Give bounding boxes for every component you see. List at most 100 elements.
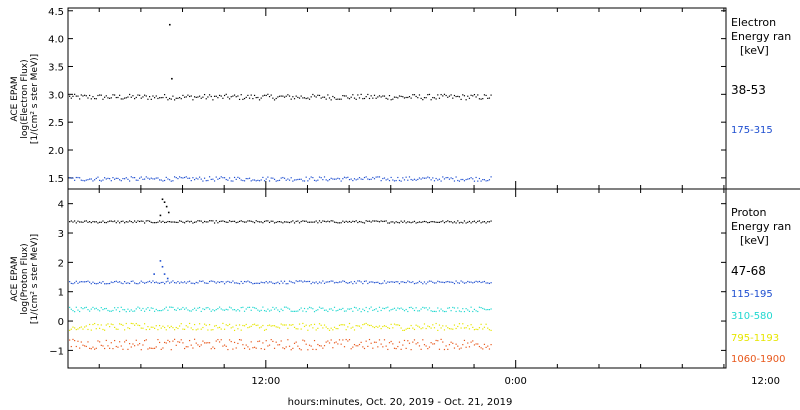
data-point bbox=[357, 325, 359, 327]
data-point bbox=[137, 179, 139, 181]
data-point bbox=[84, 307, 86, 309]
data-point bbox=[130, 280, 132, 283]
data-point bbox=[125, 221, 127, 223]
data-point bbox=[447, 327, 449, 329]
data-point bbox=[477, 281, 479, 283]
data-point bbox=[352, 326, 354, 328]
data-point bbox=[282, 222, 284, 224]
data-point bbox=[222, 220, 224, 222]
data-point bbox=[313, 323, 316, 325]
data-point bbox=[353, 343, 356, 346]
data-point bbox=[418, 280, 421, 282]
data-point bbox=[268, 96, 271, 98]
data-point bbox=[312, 281, 314, 283]
data-point bbox=[232, 220, 234, 222]
data-point bbox=[398, 95, 401, 97]
data-point bbox=[363, 323, 366, 325]
data-point bbox=[245, 96, 247, 98]
data-point bbox=[345, 281, 347, 284]
data-point bbox=[230, 180, 232, 182]
data-point bbox=[147, 348, 149, 350]
data-point bbox=[139, 342, 141, 345]
data-point bbox=[160, 310, 162, 312]
spike-point bbox=[167, 211, 170, 214]
data-point bbox=[193, 221, 196, 223]
data-point bbox=[458, 310, 461, 312]
data-point bbox=[163, 221, 166, 224]
data-point bbox=[80, 94, 82, 96]
data-point bbox=[382, 177, 384, 180]
data-point bbox=[388, 95, 391, 97]
data-point bbox=[473, 329, 476, 331]
data-point bbox=[478, 306, 481, 308]
data-point bbox=[277, 326, 279, 328]
data-point bbox=[333, 221, 336, 223]
data-point bbox=[215, 220, 217, 222]
data-point bbox=[104, 308, 106, 310]
data-point bbox=[443, 222, 446, 224]
data-point bbox=[490, 344, 492, 346]
data-point bbox=[378, 339, 381, 341]
data-point bbox=[195, 342, 197, 344]
data-point bbox=[472, 95, 474, 97]
data-point bbox=[452, 281, 454, 284]
data-point bbox=[213, 180, 216, 182]
data-point bbox=[228, 281, 231, 283]
data-point bbox=[413, 339, 416, 341]
data-point bbox=[402, 281, 404, 283]
data-point bbox=[100, 344, 102, 346]
data-point bbox=[442, 220, 444, 222]
data-point bbox=[438, 310, 441, 312]
data-point bbox=[275, 97, 277, 100]
data-point bbox=[485, 282, 487, 284]
data-point bbox=[190, 220, 192, 222]
data-point bbox=[345, 329, 347, 331]
data-point bbox=[188, 280, 191, 282]
data-point bbox=[217, 97, 219, 99]
data-point bbox=[233, 309, 236, 311]
data-point bbox=[270, 339, 272, 341]
data-point bbox=[458, 282, 461, 284]
data-point bbox=[393, 96, 396, 98]
data-point bbox=[89, 281, 91, 283]
data-point bbox=[155, 346, 157, 348]
data-point bbox=[238, 310, 241, 312]
data-point bbox=[348, 282, 351, 284]
data-point bbox=[488, 97, 491, 99]
data-point bbox=[377, 326, 379, 328]
data-point bbox=[152, 307, 154, 310]
data-point bbox=[69, 95, 71, 97]
data-point bbox=[490, 176, 492, 178]
data-point bbox=[325, 281, 327, 283]
data-point bbox=[267, 220, 269, 222]
spike-point bbox=[168, 23, 171, 26]
data-point bbox=[473, 281, 476, 283]
data-point bbox=[165, 221, 167, 223]
data-point bbox=[85, 325, 87, 327]
data-point bbox=[185, 282, 187, 284]
data-point bbox=[365, 322, 367, 325]
data-point bbox=[193, 307, 196, 309]
data-point bbox=[228, 220, 231, 222]
data-point bbox=[125, 282, 127, 284]
data-point bbox=[177, 177, 179, 180]
data-point bbox=[87, 221, 89, 223]
data-point bbox=[223, 309, 226, 311]
data-point bbox=[278, 282, 281, 285]
data-point bbox=[362, 324, 364, 326]
data-point bbox=[385, 282, 387, 284]
data-point bbox=[378, 221, 381, 223]
data-point bbox=[400, 348, 402, 350]
spike-point bbox=[159, 214, 162, 217]
data-point bbox=[147, 326, 149, 328]
data-point bbox=[407, 96, 409, 99]
data-point bbox=[190, 95, 192, 97]
data-point bbox=[69, 221, 71, 223]
data-point bbox=[94, 282, 96, 285]
data-point bbox=[220, 176, 222, 178]
data-point bbox=[270, 325, 272, 327]
data-point bbox=[177, 341, 179, 343]
data-point bbox=[453, 347, 456, 349]
data-point bbox=[150, 177, 152, 179]
data-point bbox=[425, 97, 427, 99]
